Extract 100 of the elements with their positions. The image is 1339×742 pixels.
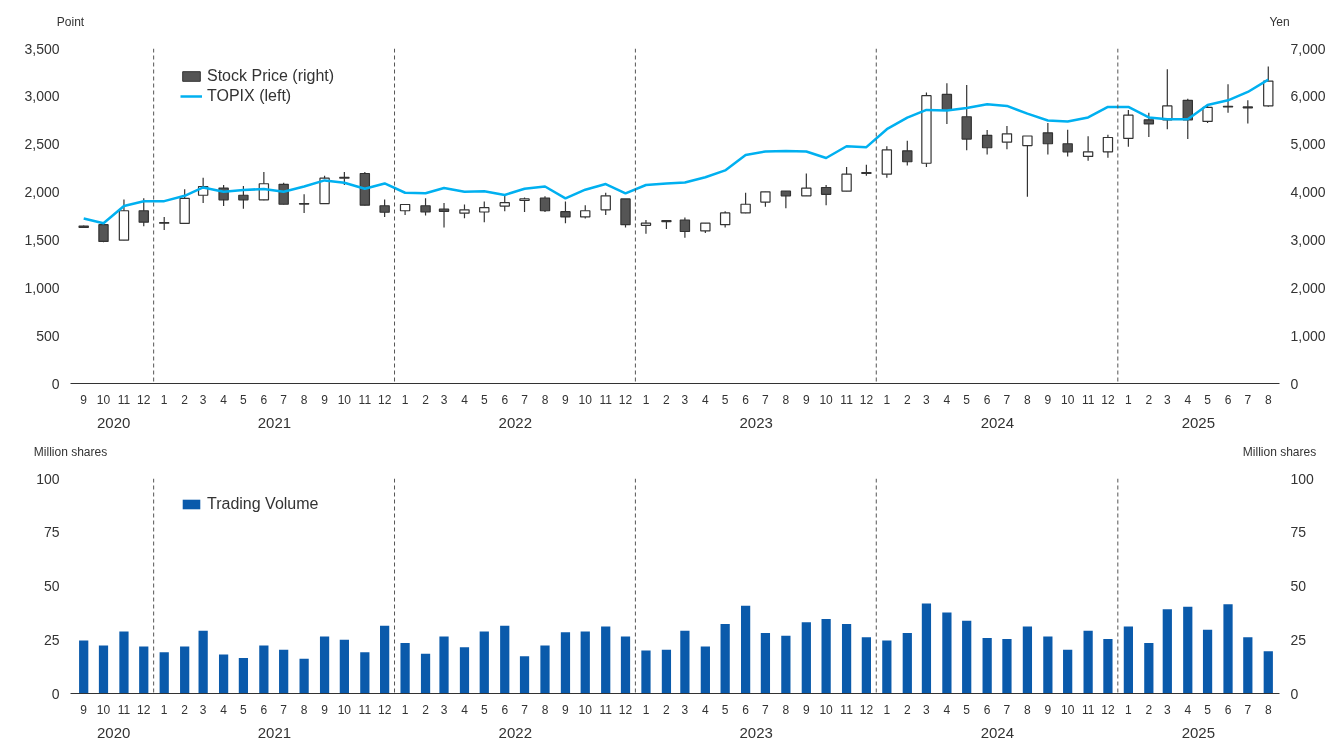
bar [339,639,349,694]
bar [1263,651,1273,694]
x-tick-label: 1 [642,702,650,717]
bar [560,632,571,694]
x-tick-label: 11 [1081,392,1095,407]
x-tick-label: 7 [280,702,288,717]
bar [1002,638,1012,694]
bar [1243,637,1253,694]
x-tick-label: 1 [642,392,650,407]
x-tick-label: 1 [401,702,409,717]
x-tick-label: 11 [117,392,131,407]
x-tick-label: 10 [337,392,352,407]
candlestick [560,200,571,224]
x-tick-label: 11 [358,702,372,717]
x-tick-label: 3 [923,702,931,717]
x-tick-label: 9 [1044,702,1052,717]
y-tick-label: 75 [43,524,60,541]
text: 2024 [980,723,1015,741]
bar [601,626,611,694]
x-tick-label: 2 [181,392,189,407]
text: 2023 [739,413,773,431]
candlestick [1123,109,1134,148]
x-tick-label: 3 [923,392,931,407]
bar [1162,609,1172,694]
x-tick-label: 12 [137,702,151,717]
x-tick-label: 8 [1264,392,1272,407]
x-tick-label: 3 [1163,702,1171,717]
y-tick-label: 25 [43,631,60,648]
y2-tick-label: 6,000 [1290,88,1326,105]
x-tick-label: 5 [240,392,248,407]
text: 2024 [980,413,1015,431]
y2-tick-label: 75 [1290,524,1307,541]
x-tick-label: 5 [963,392,971,407]
y2-tick-label: 2,000 [1290,279,1326,296]
y2-tick-label: 7,000 [1290,40,1326,57]
candlestick [479,200,490,223]
x-tick-label: 3 [681,392,689,407]
x-tick-label: 8 [1264,702,1272,717]
x-tick-label: 4 [702,702,710,717]
x-tick-label: 9 [562,392,570,407]
x-tick-label: 10 [96,702,111,717]
x-tick-label: 10 [1060,392,1075,407]
x-tick-label: 4 [220,392,228,407]
bar [781,635,791,694]
bar [519,656,530,694]
bar [119,631,129,694]
bar [218,654,229,694]
bar [319,636,330,694]
x-tick-label: 4 [943,702,951,717]
bar [882,640,892,694]
candlestick [1082,135,1094,162]
x-tick-label: 7 [280,392,288,407]
x-tick-label: 8 [1024,702,1032,717]
x-tick-label: 12 [618,702,633,717]
candlestick [1102,134,1114,159]
y-tick-label: 1,500 [24,231,60,248]
x-tick-label: 5 [721,392,729,407]
x-tick-label: 8 [541,702,549,717]
x-tick-label: 5 [480,392,488,407]
x-tick-label: 3 [681,702,689,717]
bar [821,619,831,694]
x-tick-label: 5 [963,702,971,717]
candlestick [780,190,792,209]
bar [500,625,510,694]
text: 2021 [257,723,292,741]
x-tick-label: 7 [1244,392,1252,407]
x-tick-label: 7 [1003,392,1011,407]
text: 2020 [97,723,131,741]
text: 2025 [1181,723,1216,741]
candlestick [902,140,913,167]
bar [98,645,109,694]
x-tick-label: 6 [260,702,268,717]
x-tick-label: 11 [599,392,613,407]
y-tick-label: 50 [43,578,60,594]
x-tick-label: 10 [96,392,111,407]
x-tick-label: 10 [1060,702,1075,717]
bar [400,642,410,694]
bar [360,652,370,694]
x-tick-label: 10 [578,392,593,407]
y-tick-label: 3,000 [24,88,60,105]
x-tick-label: 6 [260,392,268,407]
x-tick-label: 12 [1101,702,1115,717]
x-tick-label: 10 [337,702,352,717]
x-tick-label: 9 [321,392,329,407]
candlestick [298,193,310,214]
x-tick-label: 8 [1024,392,1032,407]
bar [1083,630,1093,694]
bar [1202,629,1213,694]
x-tick-label: 3 [440,702,448,717]
x-tick-label: 3 [1163,392,1171,407]
bar [962,620,972,694]
text: 2023 [739,723,773,741]
bar [921,603,932,694]
x-tick-label: 2 [663,702,671,717]
x-tick-label: 6 [1224,392,1232,407]
x-tick-label: 6 [501,392,509,407]
x-tick-label: 12 [137,392,151,407]
candlestick [1162,68,1173,130]
x-tick-label: 2 [1145,392,1153,407]
y-tick-label: 500 [36,327,60,344]
